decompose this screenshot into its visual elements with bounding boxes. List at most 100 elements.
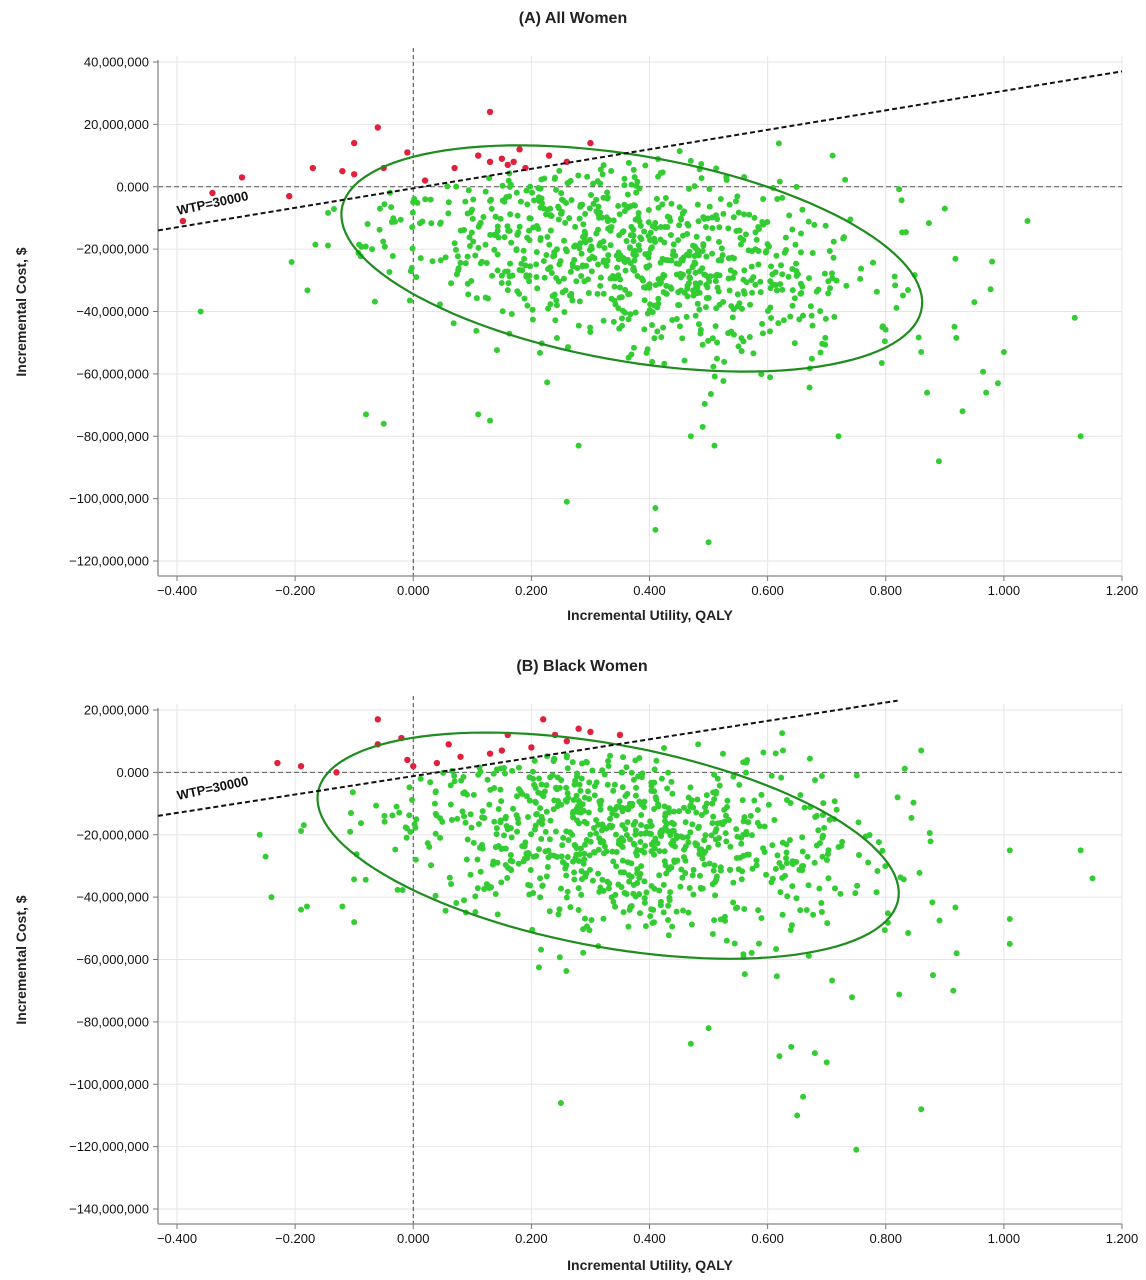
y-tick-label: 0.000 (116, 179, 149, 194)
data-point-below-wtp (835, 433, 842, 440)
data-point-below-wtp (351, 919, 358, 926)
data-point-below-wtp (667, 231, 674, 238)
data-point-below-wtp (524, 814, 531, 821)
y-tick-label: −40,000,000 (76, 890, 149, 905)
data-point-below-wtp (618, 315, 625, 322)
data-point-below-wtp (994, 380, 1001, 387)
data-point-below-wtp (722, 830, 729, 837)
y-tick-label: −120,000,000 (69, 1139, 149, 1154)
data-point-below-wtp (716, 224, 723, 231)
data-point-below-wtp (538, 835, 545, 842)
data-point-below-wtp (565, 837, 572, 844)
data-point-above-wtp (545, 152, 553, 159)
data-point-above-wtp (410, 762, 417, 770)
data-point-above-wtp (339, 167, 346, 175)
data-point-below-wtp (668, 778, 675, 785)
data-point-below-wtp (722, 917, 729, 924)
data-point-below-wtp (854, 882, 861, 889)
data-point-below-wtp (899, 229, 906, 236)
data-point-below-wtp (843, 282, 850, 289)
data-point-below-wtp (783, 860, 790, 867)
data-point-below-wtp (409, 245, 416, 252)
data-point-below-wtp (616, 325, 623, 332)
data-point-below-wtp (797, 290, 804, 297)
data-point-below-wtp (437, 220, 444, 227)
data-point-above-wtp (404, 149, 411, 156)
data-point-below-wtp (538, 195, 545, 202)
data-point-below-wtp (625, 923, 632, 930)
data-point-below-wtp (417, 255, 424, 262)
data-point-below-wtp (904, 287, 911, 294)
data-point-below-wtp (642, 251, 649, 258)
data-point-below-wtp (432, 830, 439, 837)
data-point-below-wtp (500, 832, 507, 839)
data-point-below-wtp (507, 825, 514, 832)
data-point-below-wtp (642, 842, 649, 849)
data-point-below-wtp (562, 246, 569, 253)
data-point-below-wtp (630, 840, 637, 847)
data-point-below-wtp (698, 175, 705, 182)
data-point-below-wtp (705, 235, 712, 242)
data-point-below-wtp (596, 242, 603, 249)
data-point-below-wtp (623, 832, 630, 839)
data-point-below-wtp (532, 784, 539, 791)
data-point-below-wtp (537, 790, 544, 797)
data-point-below-wtp (461, 897, 468, 904)
data-point-below-wtp (819, 834, 826, 841)
data-point-below-wtp (578, 876, 585, 883)
data-point-below-wtp (577, 240, 584, 247)
data-point-below-wtp (779, 911, 786, 918)
data-point-below-wtp (789, 226, 796, 233)
data-point-below-wtp (989, 258, 996, 265)
data-point-below-wtp (349, 789, 356, 796)
data-point-below-wtp (498, 798, 505, 805)
data-point-below-wtp (619, 808, 626, 815)
data-point-below-wtp (811, 1050, 818, 1057)
data-point-below-wtp (632, 252, 639, 259)
data-point-below-wtp (574, 265, 581, 272)
data-point-below-wtp (444, 183, 451, 190)
data-point-below-wtp (502, 845, 509, 852)
data-point-below-wtp (676, 204, 683, 211)
wtp-threshold-line (157, 70, 1123, 232)
data-point-below-wtp (536, 349, 543, 356)
data-point-below-wtp (589, 877, 596, 884)
data-point-below-wtp (694, 300, 701, 307)
data-point-below-wtp (604, 189, 611, 196)
data-point-below-wtp (674, 857, 681, 864)
data-point-below-wtp (256, 831, 263, 838)
data-point-below-wtp (799, 848, 806, 855)
data-point-below-wtp (634, 272, 641, 279)
data-point-below-wtp (597, 166, 604, 173)
plot-area: −0.400 −0.200 0.000 0.200 0.400 0.600 0.800 1.0… (69, 696, 1138, 1246)
data-point-below-wtp (587, 324, 594, 331)
data-point-below-wtp (500, 764, 507, 771)
data-point-below-wtp (1024, 218, 1031, 225)
data-point-below-wtp (669, 827, 676, 834)
data-point-below-wtp (389, 253, 396, 260)
data-point-below-wtp (830, 238, 837, 245)
data-point-below-wtp (539, 882, 546, 889)
data-point-below-wtp (699, 855, 706, 862)
data-point-below-wtp (779, 864, 786, 871)
data-point-below-wtp (530, 224, 537, 231)
data-point-below-wtp (724, 804, 731, 811)
data-point-below-wtp (616, 211, 623, 218)
data-point-below-wtp (800, 312, 807, 319)
data-point-below-wtp (794, 271, 801, 278)
data-point-below-wtp (662, 818, 669, 825)
data-point-below-wtp (587, 831, 594, 838)
data-point-below-wtp (590, 824, 597, 831)
data-point-below-wtp (719, 252, 726, 259)
data-point-below-wtp (482, 241, 489, 248)
data-point-below-wtp (793, 859, 800, 866)
data-point-below-wtp (453, 900, 460, 907)
data-point-below-wtp (411, 821, 418, 828)
data-point-below-wtp (477, 868, 484, 875)
data-point-below-wtp (730, 773, 737, 780)
data-point-below-wtp (610, 318, 617, 325)
data-point-below-wtp (929, 899, 936, 906)
data-point-below-wtp (427, 196, 434, 203)
data-point-below-wtp (776, 178, 783, 185)
data-point-below-wtp (468, 824, 475, 831)
